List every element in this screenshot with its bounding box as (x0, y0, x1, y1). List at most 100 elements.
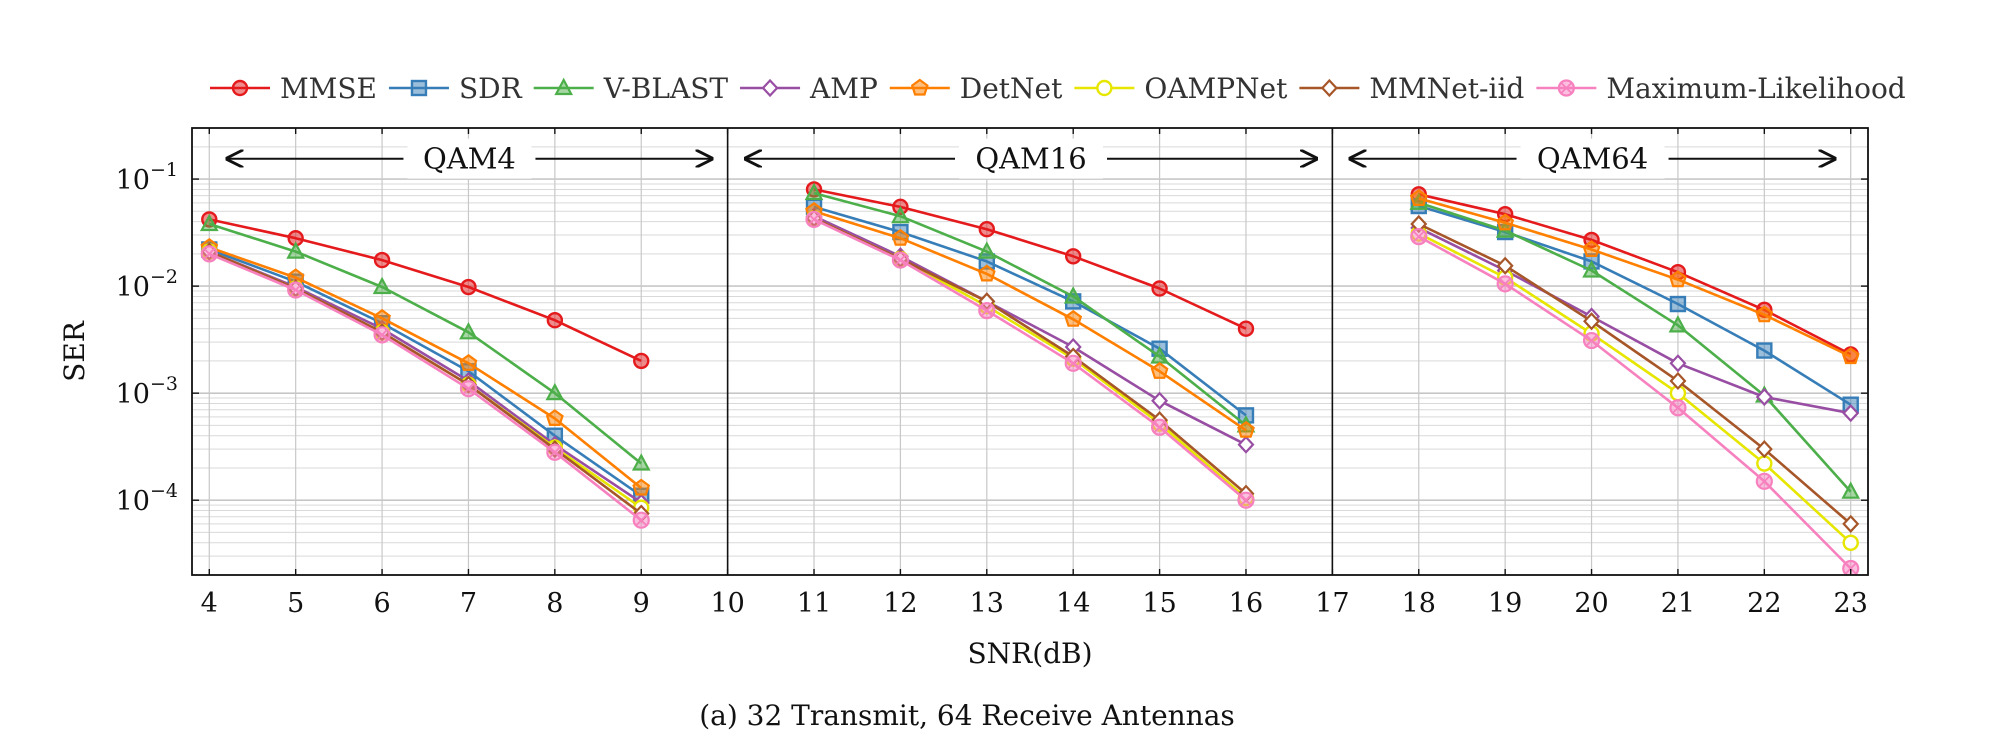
point-marker (287, 281, 305, 299)
point-marker (1842, 404, 1860, 423)
point-marker (1582, 240, 1601, 257)
point-marker (632, 511, 650, 529)
x-tick-label: 23 (1834, 588, 1868, 619)
point-marker (1410, 228, 1428, 246)
point-marker (1496, 213, 1515, 231)
legend-label: AMP (809, 72, 878, 105)
series-line-v-blast (1418, 201, 1852, 493)
point-marker (200, 245, 218, 263)
series-line-amp (1418, 226, 1851, 415)
point-marker (1841, 481, 1861, 499)
point-marker (1755, 305, 1774, 323)
point-marker (978, 302, 996, 320)
point-marker (804, 182, 824, 201)
x-tick-label: 20 (1574, 588, 1608, 619)
legend-label: V-BLAST (603, 72, 729, 105)
point-marker (1842, 534, 1859, 551)
point-marker (199, 213, 219, 232)
series-maximum-likelihood (200, 210, 1860, 575)
point-marker (459, 353, 478, 371)
point-marker (1151, 280, 1168, 297)
y-axis-label: SER (58, 320, 91, 382)
point-marker (1668, 315, 1688, 333)
y-axis-ticks: 10−110−210−310−4 (116, 159, 1868, 517)
point-marker (1496, 275, 1514, 293)
point-marker (1756, 455, 1773, 472)
point-marker (545, 382, 565, 401)
point-marker-cross (462, 383, 475, 395)
series-oampnet (201, 210, 1859, 551)
x-tick-label: 7 (460, 588, 477, 619)
point-marker (1151, 391, 1169, 410)
point-marker-cross (203, 248, 215, 260)
series-line-maximum-likelihood (208, 252, 643, 522)
x-tick-label: 6 (373, 588, 390, 619)
legend-entry-maximum-likelihood: Maximum-Likelihood (1536, 72, 1906, 105)
point-marker (1150, 418, 1169, 436)
point-marker (978, 221, 996, 238)
point-marker (1669, 354, 1687, 373)
point-marker (1755, 440, 1773, 459)
legend-entry-mmse: MMSE (210, 72, 377, 105)
point-marker (460, 278, 477, 296)
x-tick-label: 9 (633, 588, 650, 619)
point-marker (1842, 514, 1860, 534)
region-annotation-qam16: QAM16 (746, 138, 1317, 179)
series-line-amp (813, 215, 1247, 446)
point-marker (1237, 491, 1255, 509)
legend-label: OAMPNet (1144, 72, 1288, 105)
legend-label: MMSE (280, 72, 377, 105)
point-marker-cross (1758, 475, 1770, 487)
point-marker (1582, 260, 1601, 278)
point-marker (1669, 399, 1687, 417)
point-marker (1150, 361, 1169, 379)
series-line-detnet (813, 210, 1247, 432)
point-marker (373, 251, 391, 269)
y-tick-label-exponent: −4 (150, 480, 178, 502)
legend-entry-detnet: DetNet (889, 72, 1063, 105)
point-marker (1669, 371, 1687, 391)
point-marker (631, 453, 651, 471)
x-tick-label: 17 (1315, 588, 1349, 619)
series-line-sdr (813, 205, 1247, 417)
region-label-background (1520, 138, 1665, 179)
plot-frame (191, 127, 1869, 576)
point-marker (546, 312, 564, 329)
point-marker (554, 77, 574, 96)
legend-label: MMNet-iid (1369, 72, 1524, 105)
point-marker (1557, 79, 1575, 97)
point-marker-cross (1845, 562, 1857, 575)
x-tick-label: 4 (201, 588, 218, 619)
x-tick-label: 18 (1402, 588, 1436, 619)
point-marker (1496, 256, 1514, 275)
point-marker (459, 380, 478, 398)
series-line-mmse (1418, 193, 1852, 356)
x-axis-ticks: 4 5 6 7 8 9 10 11 12 13 14 15 16 17 18 19 20 21 22 23 (201, 128, 1868, 619)
x-tick-label: 21 (1661, 588, 1695, 619)
point-marker (633, 352, 650, 370)
point-marker-cross (894, 254, 907, 266)
point-marker (410, 79, 428, 97)
region-annotations: QAM4 QAM16 QAM64 (227, 138, 1834, 179)
point-marker-cross (808, 213, 820, 226)
point-marker (1582, 331, 1601, 350)
series-v-blast (199, 182, 1861, 499)
point-marker (1064, 309, 1083, 327)
series-line-detnet (1418, 197, 1852, 358)
point-marker-cross (1240, 494, 1252, 506)
point-marker (1842, 559, 1860, 575)
point-marker (891, 251, 910, 269)
point-marker (1841, 347, 1860, 365)
point-marker (891, 228, 910, 246)
legend-entry-amp: AMP (740, 72, 878, 105)
series-line-mmse (209, 218, 642, 363)
point-marker-cross (1153, 421, 1166, 433)
figure-caption: (a) 32 Transmit, 64 Receive Antennas (699, 699, 1235, 732)
series-line-oampnet (1418, 232, 1852, 544)
point-marker-cross (981, 304, 993, 317)
series-line-v-blast (208, 222, 643, 465)
x-tick-label: 14 (1056, 588, 1090, 619)
y-tick-label: 10−4 (116, 480, 178, 517)
point-marker-cross (1413, 230, 1425, 243)
series-line-detnet (208, 246, 643, 490)
